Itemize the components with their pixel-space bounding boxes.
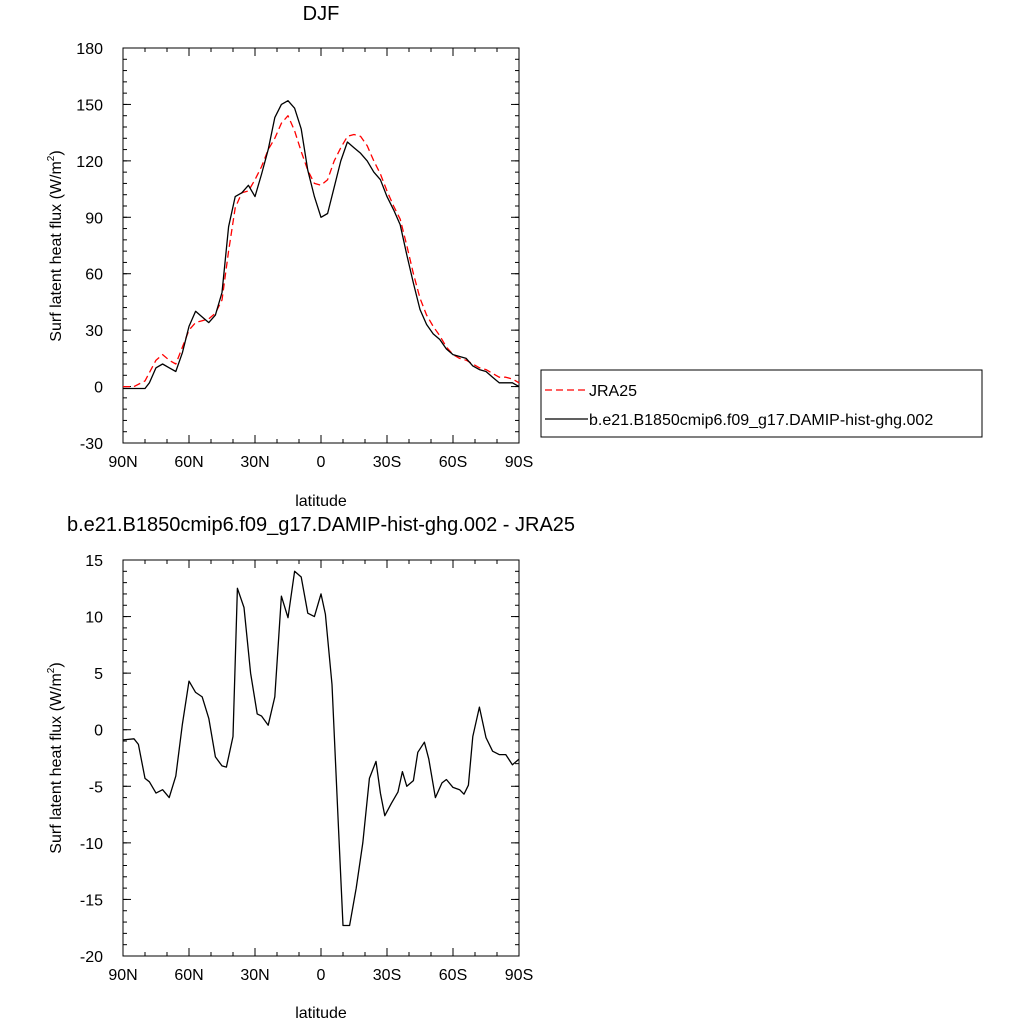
- top-x-tick-label: 60S: [439, 454, 467, 471]
- top-x-tick-label: 30S: [373, 454, 401, 471]
- bottom-x-tick-label: 0: [317, 967, 326, 984]
- top-chart-title: DJF: [303, 3, 340, 25]
- top-series-lines: [123, 100, 520, 390]
- bottom-y-tick-label: 0: [94, 723, 103, 740]
- top-y-tick-label: 0: [94, 380, 103, 397]
- bottom-y-axis-label: Surf latent heat flux (W/m2): [46, 662, 65, 853]
- top-chart: DJF 90N 60N 30N 0 30S 60S 90S 180 150 120 90 60 30 0…: [46, 3, 983, 510]
- top-series-line-b-e21-b1850cmip6-f09-g17-damip-hist-ghg-002: [123, 100, 520, 390]
- bottom-chart-title: b.e21.B1850cmip6.f09_g17.DAMIP-hist-ghg.…: [67, 514, 575, 536]
- top-x-tick-label: 0: [317, 454, 326, 471]
- top-y-tick-label: 60: [85, 267, 103, 284]
- top-y-tick-label: 30: [85, 323, 103, 340]
- bottom-series-lines: [122, 570, 520, 927]
- bottom-x-tick-label: 90N: [108, 967, 137, 984]
- bottom-series-line-0: [122, 570, 520, 927]
- bottom-x-tick-label: 30S: [373, 967, 401, 984]
- top-x-tick-label: 60N: [174, 454, 203, 471]
- legend-jra25-label: JRA25: [589, 383, 637, 400]
- bottom-chart: b.e21.B1850cmip6.f09_g17.DAMIP-hist-ghg.…: [46, 514, 575, 1022]
- bottom-y-tick-label: -10: [80, 836, 103, 853]
- legend-model-label: b.e21.B1850cmip6.f09_g17.DAMIP-hist-ghg.…: [589, 412, 933, 429]
- top-y-tick-labels: 180 150 120 90 60 30 0 -30: [76, 41, 103, 453]
- top-y-axis-label: Surf latent heat flux (W/m2): [46, 150, 65, 341]
- bottom-x-tick-label: 90S: [505, 967, 533, 984]
- bottom-y-tick-label: 15: [85, 553, 103, 570]
- bottom-x-tick-label: 60S: [439, 967, 467, 984]
- top-x-tick-label: 90S: [505, 454, 533, 471]
- bottom-y-tick-label: 5: [94, 666, 103, 683]
- bottom-tick-marks: [122, 559, 520, 957]
- top-tick-marks: [122, 47, 520, 444]
- top-x-axis-label: latitude: [295, 493, 347, 510]
- bottom-y-tick-label: -15: [80, 892, 103, 909]
- top-y-tick-label: 150: [76, 97, 103, 114]
- legend-box: [540, 369, 983, 438]
- bottom-x-tick-label: 30N: [240, 967, 269, 984]
- bottom-x-tick-labels: 90N 60N 30N 0 30S 60S 90S: [108, 967, 533, 984]
- bottom-y-tick-label: 10: [85, 610, 103, 627]
- top-y-tick-label: -30: [80, 436, 103, 453]
- bottom-x-axis-label: latitude: [295, 1005, 347, 1022]
- bottom-x-tick-label: 60N: [174, 967, 203, 984]
- bottom-y-tick-label: -5: [89, 779, 103, 796]
- top-x-tick-label: 30N: [240, 454, 269, 471]
- top-y-tick-label: 90: [85, 210, 103, 227]
- bottom-y-tick-labels: 15 10 5 0 -5 -10 -15 -20: [80, 553, 103, 966]
- top-x-tick-labels: 90N 60N 30N 0 30S 60S 90S: [108, 454, 533, 471]
- legend: JRA25 b.e21.B1850cmip6.f09_g17.DAMIP-his…: [540, 369, 983, 438]
- top-y-tick-label: 120: [76, 154, 103, 171]
- top-y-tick-label: 180: [76, 41, 103, 58]
- top-x-tick-label: 90N: [108, 454, 137, 471]
- bottom-y-tick-label: -20: [80, 949, 103, 966]
